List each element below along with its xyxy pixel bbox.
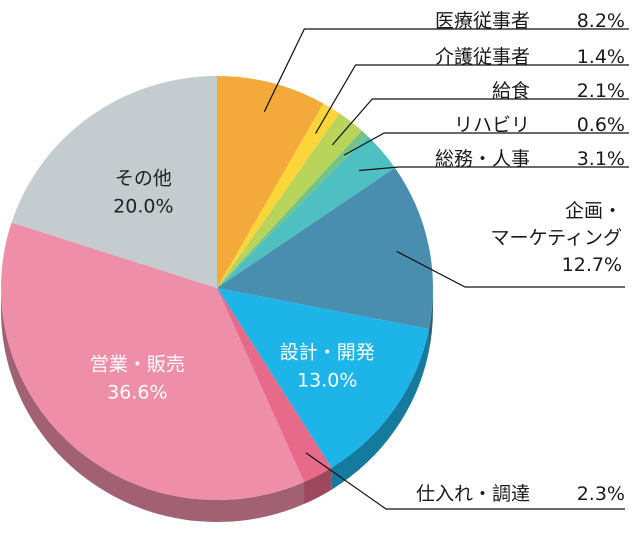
slice-2-leader bbox=[331, 98, 629, 146]
slice-3 bbox=[217, 130, 368, 288]
slice-1 bbox=[217, 103, 340, 288]
slice-4-label: 総務・人事 bbox=[435, 148, 530, 170]
slice-6-label: 設計・開発 bbox=[280, 342, 375, 364]
pie-slices bbox=[0, 76, 434, 501]
slice-1-leader bbox=[315, 64, 629, 134]
slice-9-value: 20.0% bbox=[113, 196, 173, 218]
slice-8 bbox=[0, 222, 305, 501]
slice-5-leader bbox=[396, 250, 625, 288]
slice-7-label: 仕入れ・調達 bbox=[416, 483, 530, 505]
slice-0-value: 8.2% bbox=[577, 10, 625, 32]
slice-6-depth bbox=[331, 329, 429, 490]
slice-7-value: 2.3% bbox=[577, 483, 625, 505]
slice-7 bbox=[217, 288, 332, 483]
slice-6 bbox=[217, 288, 429, 468]
slice-7-leader bbox=[305, 452, 625, 510]
slice-0-label: 医療従事者 bbox=[435, 10, 530, 32]
slice-0-leader bbox=[263, 28, 629, 112]
slice-9 bbox=[11, 76, 217, 288]
slice-1-label: 介護従事者 bbox=[435, 46, 530, 68]
slice-5-label-line1: 企画・ bbox=[565, 200, 622, 222]
slice-5-depth bbox=[428, 288, 433, 352]
pie-depth bbox=[1, 288, 433, 523]
slice-9-label: その他 bbox=[115, 168, 172, 190]
slice-4-leader bbox=[358, 166, 629, 172]
slice-2 bbox=[217, 113, 362, 288]
slice-labels: 医療従事者 8.2% 介護従事者 1.4% 給食 2.1% リハビリ 0.6% 総務・人事 3.1… bbox=[90, 10, 625, 505]
slice-6-value: 13.0% bbox=[297, 370, 357, 392]
slice-1-value: 1.4% bbox=[577, 46, 625, 68]
leader-lines bbox=[263, 28, 629, 510]
slice-4-value: 3.1% bbox=[577, 148, 625, 170]
slice-8-label: 営業・販売 bbox=[90, 353, 185, 375]
slice-4 bbox=[217, 136, 395, 288]
slice-2-value: 2.1% bbox=[577, 80, 625, 102]
slice-8-depth bbox=[1, 288, 305, 523]
slice-7-depth bbox=[304, 467, 332, 505]
slice-0 bbox=[217, 76, 324, 288]
slice-8-value: 36.6% bbox=[107, 381, 167, 403]
slice-3-label: リハビリ bbox=[454, 114, 530, 136]
slice-3-value: 0.6% bbox=[577, 114, 625, 136]
slice-2-label: 給食 bbox=[492, 80, 530, 102]
slice-5-value: 12.7% bbox=[562, 254, 622, 276]
slice-5-label-line2: マーケティング bbox=[491, 227, 622, 249]
slice-5 bbox=[217, 167, 434, 330]
slice-3-leader bbox=[343, 132, 629, 156]
